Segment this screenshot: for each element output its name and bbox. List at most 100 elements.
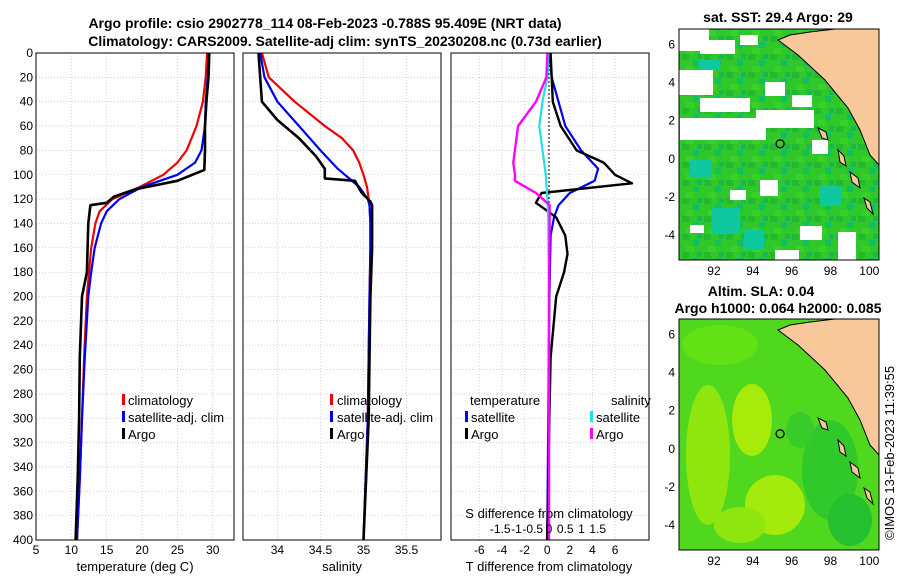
map-y-tick-label: 4 <box>668 365 675 379</box>
y-tick-label: 340 <box>13 460 33 474</box>
legend-swatch-s-argo <box>590 428 593 439</box>
legend-label-satellite: satellite-adj. clim <box>337 410 433 425</box>
map-y-tick-label: 6 <box>668 327 675 341</box>
x-tick-label: -4 <box>497 543 508 557</box>
y-tick-label: 360 <box>13 484 33 498</box>
x-tick-label: 34.5 <box>309 543 333 557</box>
sst-map-panel: sat. SST: 29.4 Argo: 29 <box>664 9 879 278</box>
map-x-tick-label: 98 <box>824 264 838 278</box>
difference-line-t-argo <box>534 52 634 541</box>
x-tick-label: 20 <box>135 543 149 557</box>
map-y-tick-label: 6 <box>668 37 675 51</box>
legend-swatch-climatology <box>330 394 333 405</box>
legend-label-climatology: climatology <box>337 393 403 408</box>
legend-label-t-satellite: satellite <box>471 410 515 425</box>
y-tick-label: 20 <box>20 70 34 84</box>
imos-timestamp: ©IMOS 13-Feb-2023 11:39:55 <box>882 366 897 540</box>
difference-axes-frame <box>450 52 650 541</box>
salinity-axes-frame <box>242 52 442 541</box>
legend-swatch-climatology <box>122 394 125 405</box>
x-tick-label: 35 <box>357 543 371 557</box>
x-tick-label: 2 <box>566 543 573 557</box>
map-x-tick-label: 96 <box>785 264 799 278</box>
x-tick-label: 34 <box>271 543 285 557</box>
legend-swatch-satellite <box>122 411 125 422</box>
y-tick-label: 180 <box>13 265 33 279</box>
difference-x-tick-labels: -6 -4 -2 0 2 4 6 <box>474 543 619 557</box>
x-tick-label: -6 <box>474 543 485 557</box>
temperature-panel: 0 20 40 60 80 100 120 140 160 180 200 220 240 260 280 3… <box>13 46 235 574</box>
legend-label-climatology: climatology <box>128 393 194 408</box>
sst-map-x-tick-labels: 92 94 96 98 100 <box>707 264 879 278</box>
s-tick-label: 0.5 <box>557 522 574 536</box>
x-tick-label: 25 <box>171 543 185 557</box>
sla-map-x-tick-labels: 92 94 96 98 100 <box>707 554 879 568</box>
temperature-x-tick-labels: 5 10 15 20 25 30 <box>33 543 220 557</box>
legend-label-t-argo: Argo <box>471 427 498 442</box>
x-tick-label: 10 <box>65 543 79 557</box>
x-tick-label: 30 <box>206 543 220 557</box>
s-tick-label: 1.5 <box>589 522 606 536</box>
sst-land-islands <box>817 126 874 216</box>
legend-swatch-t-argo <box>465 428 468 439</box>
difference-panel: -6 -4 -2 0 2 4 6 -1.5 -1 -0.5 0 0.5 1 1.5 S differen… <box>450 52 651 574</box>
sla-anomaly-patches <box>682 325 872 546</box>
legend-label-argo: Argo <box>128 427 155 442</box>
sla-map-title: Altim. SLA: 0.04 <box>708 283 815 299</box>
legend-swatch-argo <box>330 428 333 439</box>
map-x-tick-label: 94 <box>746 554 760 568</box>
map-x-tick-label: 98 <box>824 554 838 568</box>
sst-land-sumatra <box>777 29 879 166</box>
difference-s-tick-labels: -1.5 -1 -0.5 0 0.5 1 1.5 <box>490 522 607 536</box>
map-y-tick-label: -2 <box>664 190 675 204</box>
map-y-tick-label: -2 <box>664 480 675 494</box>
y-tick-label: 100 <box>13 168 33 182</box>
sst-map-title: sat. SST: 29.4 Argo: 29 <box>703 9 853 25</box>
y-tick-label: 0 <box>26 46 33 60</box>
sst-missing-data <box>679 29 856 260</box>
difference-x-label: T difference from climatology <box>466 559 633 574</box>
map-y-tick-label: 2 <box>668 114 675 128</box>
salinity-line-argo <box>257 52 374 541</box>
sst-map-y-tick-labels: -4 -2 0 2 4 6 <box>664 37 675 242</box>
s-tick-label: 0 <box>546 522 553 536</box>
salinity-x-label: salinity <box>322 559 362 574</box>
x-tick-label: 35.5 <box>395 543 419 557</box>
map-x-tick-label: 92 <box>707 554 721 568</box>
temperature-lines <box>74 52 211 541</box>
temperature-legend: climatology satellite-adj. clim Argo <box>122 393 224 442</box>
map-y-tick-label: -4 <box>664 228 675 242</box>
sla-map-frame <box>678 318 880 551</box>
legend-swatch-satellite <box>330 411 333 422</box>
x-tick-label: 4 <box>589 543 596 557</box>
legend-label-argo: Argo <box>337 427 364 442</box>
salinity-legend: climatology satellite-adj. clim Argo <box>330 393 433 442</box>
sla-map-field <box>679 319 879 550</box>
sla-land-sumatra <box>777 319 879 456</box>
y-tick-label: 220 <box>13 314 33 328</box>
x-tick-label: 0 <box>544 543 551 557</box>
map-y-tick-label: -4 <box>664 518 675 532</box>
map-x-tick-label: 100 <box>859 554 879 568</box>
sla-map-y-tick-labels: -4 -2 0 2 4 6 <box>664 327 675 532</box>
y-tick-label: 260 <box>13 363 33 377</box>
s-tick-label: 1 <box>578 522 585 536</box>
legend-title-temperature: temperature <box>470 393 540 408</box>
legend-title-salinity: salinity <box>611 393 651 408</box>
sst-cool-patches <box>690 60 842 250</box>
map-x-tick-label: 100 <box>859 264 879 278</box>
difference-line-s-argo <box>512 52 551 540</box>
temperature-x-label: temperature (deg C) <box>76 559 193 574</box>
difference-s-label: S difference from climatology <box>465 506 633 521</box>
salinity-x-tick-labels: 34 34.5 35 35.5 <box>271 543 419 557</box>
sla-map-panel: Altim. SLA: 0.04 Argo h1000: 0.064 h2000… <box>664 283 881 568</box>
y-tick-label: 200 <box>13 290 33 304</box>
map-x-tick-label: 96 <box>785 554 799 568</box>
legend-label-s-satellite: satellite <box>596 410 640 425</box>
sla-map-subtitle: Argo h1000: 0.064 h2000: 0.085 <box>674 300 881 316</box>
salinity-lines <box>257 52 374 541</box>
sla-land-islands <box>817 416 874 506</box>
y-tick-label: 320 <box>13 436 33 450</box>
map-y-tick-label: 4 <box>668 75 675 89</box>
